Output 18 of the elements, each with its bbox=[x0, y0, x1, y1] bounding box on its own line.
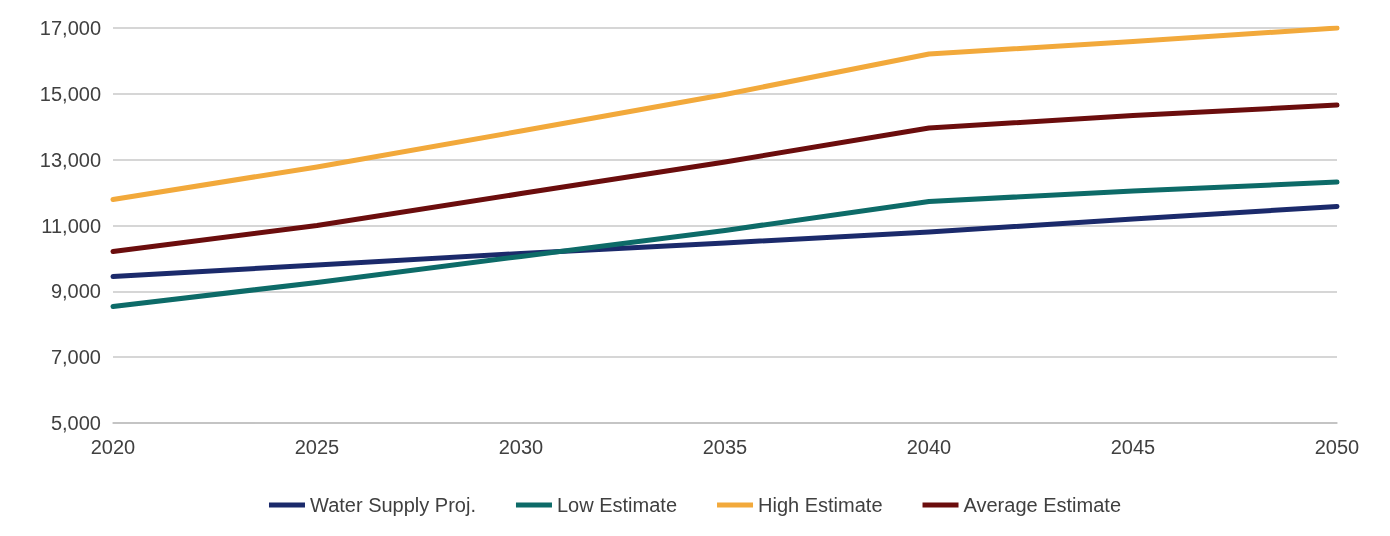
x-tick-label: 2025 bbox=[294, 436, 340, 458]
y-tick-label: 11,000 bbox=[41, 214, 101, 237]
x-tick-label: 2040 bbox=[906, 436, 952, 458]
y-tick-label: 9,000 bbox=[50, 280, 101, 303]
y-tick-label: 7,000 bbox=[50, 346, 101, 369]
legend-label: Average Estimate bbox=[963, 494, 1122, 516]
x-tick-label: 2050 bbox=[1314, 436, 1360, 458]
x-tick-label: 2030 bbox=[498, 436, 544, 458]
y-tick-label: 13,000 bbox=[39, 148, 101, 171]
legend-label: Water Supply Proj. bbox=[309, 494, 476, 516]
y-tick-label: 15,000 bbox=[39, 82, 101, 105]
y-tick-label: 17,000 bbox=[39, 17, 101, 39]
legend-label: High Estimate bbox=[758, 494, 883, 516]
x-tick-label: 2045 bbox=[1110, 436, 1156, 458]
x-tick-label: 2035 bbox=[702, 436, 748, 458]
legend-label: Low Estimate bbox=[556, 494, 678, 516]
x-tick-label: 2020 bbox=[90, 436, 136, 458]
y-tick-label: 5,000 bbox=[50, 412, 101, 434]
